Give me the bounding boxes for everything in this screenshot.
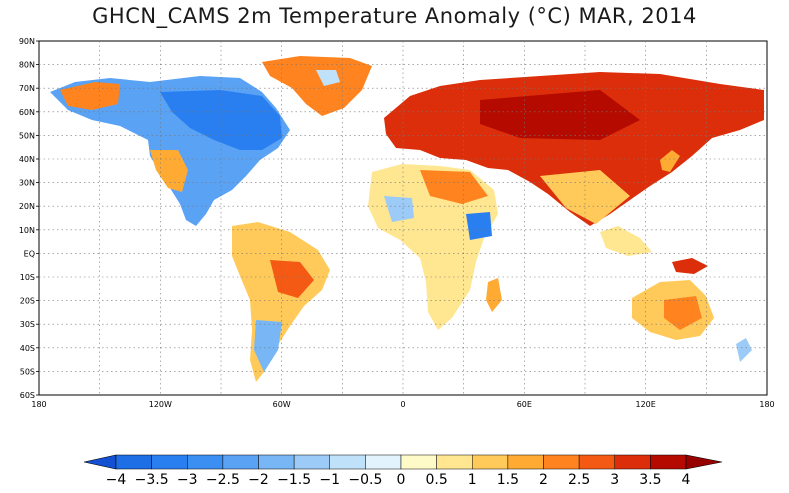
region-greenland-cold xyxy=(316,70,340,86)
colorbar-swatch xyxy=(436,454,473,470)
longitude-label: 180 xyxy=(31,400,46,409)
region-south-america-warm xyxy=(270,260,314,298)
latitude-label: 60N xyxy=(19,108,35,117)
colorbar-swatch xyxy=(115,454,152,470)
region-south-asia-mild xyxy=(540,170,630,224)
colorbar-swatch xyxy=(578,454,615,470)
colorbar-label: −2.5 xyxy=(206,472,240,488)
latitude-label: 50N xyxy=(19,131,35,140)
latitude-label: 30S xyxy=(20,320,35,329)
colorbar-high-arrow xyxy=(685,454,723,470)
latitude-label: 50S xyxy=(20,367,35,376)
colorbar-label: −3 xyxy=(177,472,198,488)
landmass-new-guinea xyxy=(672,258,708,274)
colorbar-label: −4 xyxy=(106,472,127,488)
latitude-label: 10S xyxy=(20,273,35,282)
colorbar-swatch xyxy=(400,454,437,470)
longitude-label: 120W xyxy=(149,400,172,409)
colorbar-swatch xyxy=(258,454,295,470)
colorbar-swatch xyxy=(187,454,224,470)
colorbar-swatch xyxy=(543,454,580,470)
colorbar-label: 0.5 xyxy=(425,472,447,488)
colorbar-swatch xyxy=(472,454,509,470)
landmass-eurasia xyxy=(384,72,764,226)
map-title: GHCN_CAMS 2m Temperature Anomaly (°C) MA… xyxy=(92,4,697,28)
map-grid xyxy=(39,41,767,395)
landmass-new-zealand xyxy=(736,338,752,362)
region-east-africa-cold xyxy=(466,212,492,240)
latitude-label: 40N xyxy=(19,155,35,164)
region-alaska-warm xyxy=(60,82,120,110)
colorbar-swatch xyxy=(222,454,259,470)
colorbar-swatch xyxy=(614,454,651,470)
region-canada-cold xyxy=(160,90,282,150)
latitude-label: 20S xyxy=(20,297,35,306)
region-west-africa-cold xyxy=(384,196,414,222)
latitude-label: 90N xyxy=(19,37,35,46)
colorbar-label: 0 xyxy=(397,472,406,488)
longitude-label: 180 xyxy=(759,400,774,409)
colorbar-label: −1 xyxy=(319,472,340,488)
colorbar-label: 4 xyxy=(682,472,691,488)
colorbar-label: 3.5 xyxy=(639,472,661,488)
region-us-southwest-warm xyxy=(150,150,188,192)
map-area xyxy=(38,40,768,396)
colorbar-swatch xyxy=(293,454,330,470)
latitude-label: 20N xyxy=(19,202,35,211)
latitude-label: 80N xyxy=(19,61,35,70)
colorbar-swatch xyxy=(507,454,544,470)
colorbar: −4 −3.5 −3 −2.5 −2 −1.5 −1 −0.5 0 0.5 1 1.5 2 2.5 3 3.5… xyxy=(83,454,723,488)
colorbar-label: −2 xyxy=(248,472,269,488)
colorbar-swatch xyxy=(365,454,402,470)
landmass-madagascar xyxy=(486,278,502,312)
latitude-label: EQ xyxy=(24,249,35,258)
longitude-label: 120E xyxy=(636,400,656,409)
colorbar-swatch xyxy=(650,454,687,470)
colorbar-label: 2 xyxy=(539,472,548,488)
region-north-africa-warm xyxy=(420,170,488,204)
longitude-label: 60E xyxy=(517,400,532,409)
latitude-labels: 90N 80N 70N 60N 50N 40N 30N 20N 10N EQ 10S 20S 30S 40… xyxy=(19,37,39,400)
colorbar-low-arrow xyxy=(83,454,117,470)
colorbar-label: 1.5 xyxy=(497,472,519,488)
colorbar-swatch xyxy=(151,454,188,470)
land-layer xyxy=(50,56,764,382)
region-patagonia-cold xyxy=(254,320,282,372)
colorbar-label: 2.5 xyxy=(568,472,590,488)
landmass-southeast-asia xyxy=(600,226,652,256)
colorbar-label: −3.5 xyxy=(135,472,169,488)
landmass-greenland xyxy=(262,56,372,116)
colorbar-swatch xyxy=(329,454,366,470)
colorbar-label: 3 xyxy=(610,472,619,488)
longitude-labels: 180 120W 60W 0 60E 120E 180 xyxy=(31,400,774,409)
colorbar-label: 1 xyxy=(468,472,477,488)
colorbar-label: −1.5 xyxy=(277,472,311,488)
latitude-label: 60S xyxy=(20,391,35,400)
latitude-label: 70N xyxy=(19,84,35,93)
longitude-label: 60W xyxy=(273,400,291,409)
longitude-label: 0 xyxy=(400,400,405,409)
latitude-label: 30N xyxy=(19,179,35,188)
landmass-japan xyxy=(660,150,680,172)
region-central-asia-hot xyxy=(480,90,640,140)
region-australia-warm xyxy=(664,296,702,330)
colorbar-label: −0.5 xyxy=(348,472,382,488)
latitude-label: 40S xyxy=(20,344,35,353)
latitude-label: 10N xyxy=(19,226,35,235)
